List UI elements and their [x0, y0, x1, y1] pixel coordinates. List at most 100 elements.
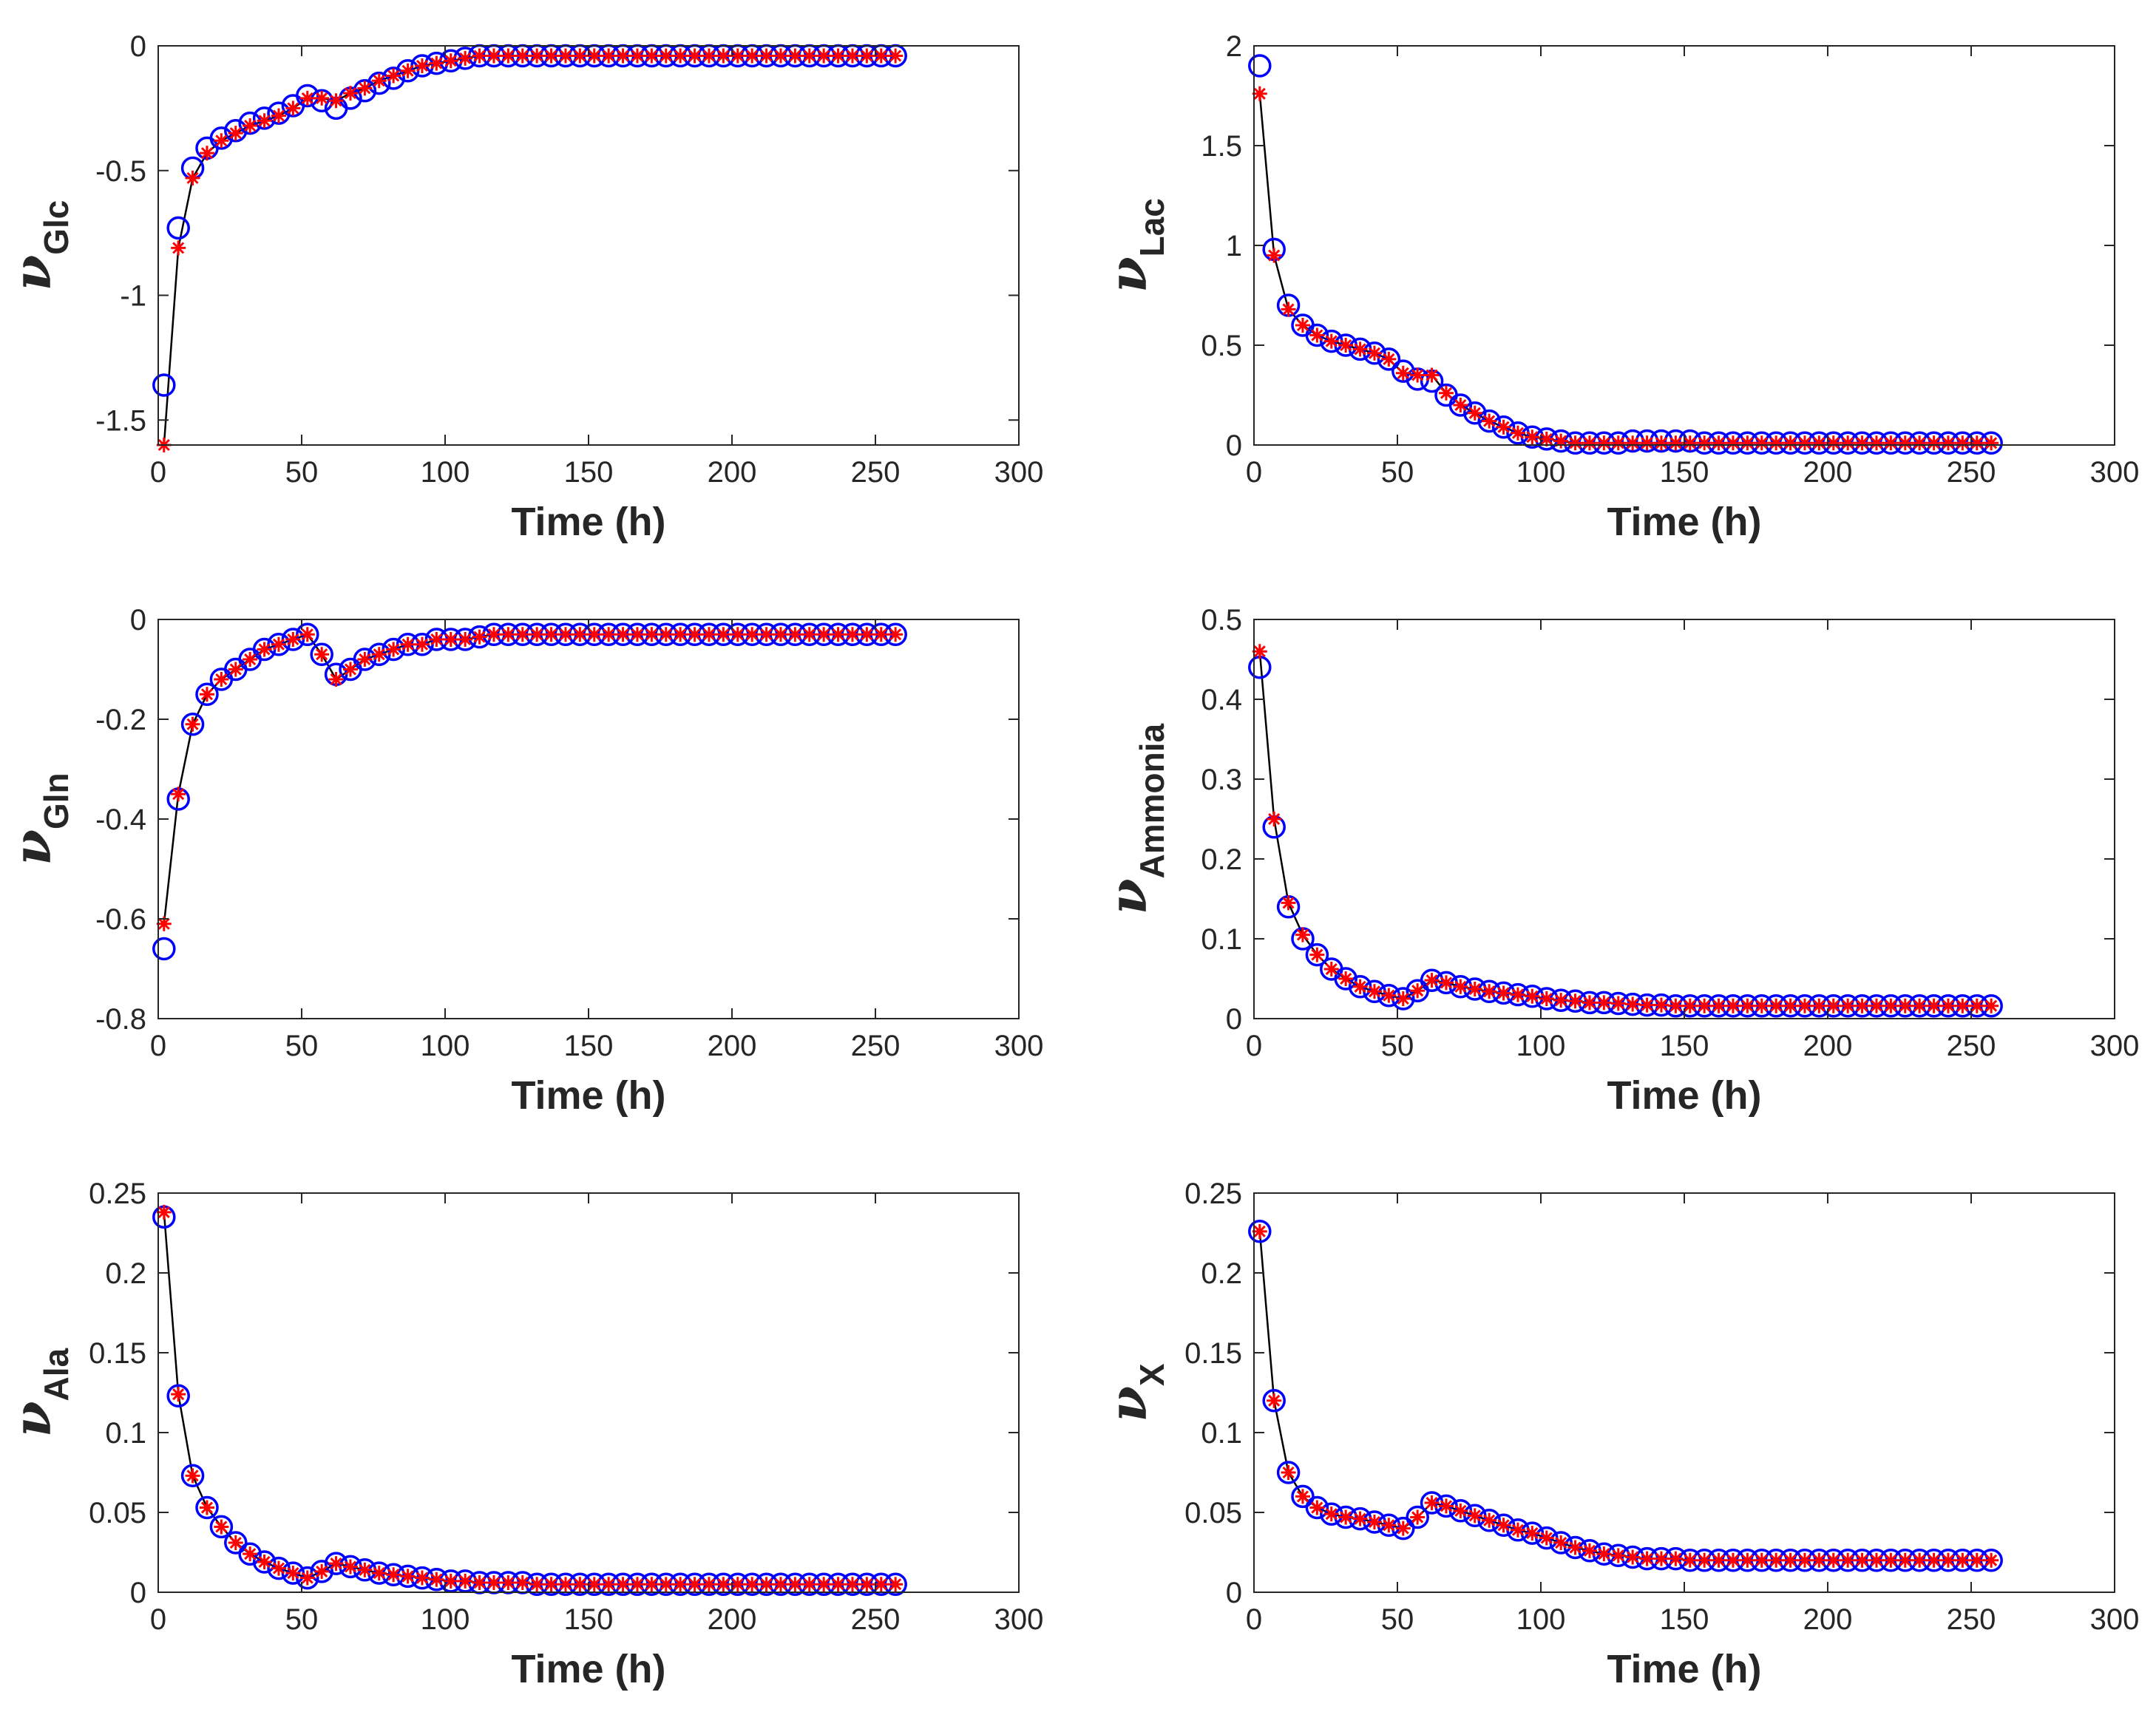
x-tick-label: 150	[564, 1030, 614, 1062]
estimated-point	[342, 662, 358, 677]
estimated-point	[830, 48, 846, 64]
x-tick-label: 250	[1947, 1603, 1996, 1636]
y-axis-label: νAla	[1, 1348, 75, 1438]
estimated-point	[844, 1577, 860, 1592]
estimated-point	[1323, 1507, 1339, 1522]
estimated-point	[1897, 998, 1913, 1013]
estimated-point	[1725, 435, 1740, 451]
panel-lac: 0 50 100 150 200 250 300 0 0.5 1 1.5 2 Time (h) νLac	[1097, 30, 2139, 544]
estimated-point	[773, 1577, 788, 1592]
estimated-point	[1395, 991, 1411, 1006]
estimated-point	[486, 627, 501, 642]
estimated-point	[1295, 318, 1310, 333]
y-tick-label: 0.5	[1201, 330, 1242, 362]
estimated-point	[386, 1567, 401, 1583]
estimated-point	[1883, 435, 1899, 451]
estimated-point	[314, 90, 330, 106]
y-tick-label: 0.1	[105, 1417, 146, 1450]
estimated-point	[429, 55, 444, 71]
measured-point	[180, 1464, 205, 1488]
estimated-point	[1769, 998, 1784, 1013]
estimated-point	[873, 48, 889, 64]
estimated-point	[1940, 435, 1956, 451]
y-axis-label-symbol: ν	[1097, 879, 1159, 915]
estimated-point	[745, 48, 760, 64]
estimated-point	[830, 627, 846, 642]
estimated-point	[644, 627, 660, 642]
y-axis-label-subscript: Glc	[37, 200, 75, 255]
estimated-point	[414, 636, 430, 652]
y-axis-label-subscript: Ala	[37, 1348, 75, 1402]
x-tick-label: 0	[150, 1603, 166, 1636]
x-tick-label: 200	[1803, 456, 1853, 489]
estimated-point	[1582, 1543, 1597, 1558]
estimated-point	[515, 1575, 530, 1591]
x-tick-label: 250	[1947, 1030, 1996, 1062]
estimated-point	[1854, 1552, 1870, 1568]
panel-glc: 0 50 100 150 200 250 300 -1.5 -1 -0.5 0 Time (h) νGl…	[1, 30, 1043, 544]
estimated-point	[185, 170, 200, 186]
estimated-point	[1797, 435, 1812, 451]
x-tick-label: 150	[1660, 456, 1709, 489]
x-tick-label: 300	[2090, 1603, 2140, 1636]
estimated-point	[572, 627, 588, 642]
estimated-point	[859, 48, 875, 64]
y-tick-label: -0.6	[95, 903, 146, 936]
estimated-point	[687, 1577, 702, 1592]
estimated-point	[658, 48, 674, 64]
estimated-point	[1711, 1552, 1726, 1568]
estimated-point	[1567, 993, 1583, 1009]
estimated-point	[1381, 1518, 1397, 1533]
estimated-point	[1309, 947, 1325, 962]
x-tick-label: 200	[1803, 1603, 1853, 1636]
y-axis-label: νGlc	[1, 200, 75, 291]
estimated-point	[285, 632, 301, 647]
estimated-point	[285, 101, 301, 116]
x-tick-label: 150	[1660, 1030, 1709, 1062]
estimated-point	[1410, 367, 1426, 383]
estimated-point	[716, 1577, 731, 1592]
y-axis-label-symbol: ν	[1097, 1386, 1159, 1422]
measured-point	[1520, 985, 1545, 1008]
estimated-point	[1453, 979, 1468, 994]
estimated-point	[458, 632, 473, 647]
estimated-point	[1711, 998, 1726, 1013]
estimated-point	[243, 1546, 258, 1562]
estimated-point	[687, 48, 702, 64]
measured-point	[152, 373, 176, 397]
estimated-point	[730, 1577, 745, 1592]
measured-point	[1262, 1389, 1286, 1413]
measured-point	[1535, 427, 1559, 451]
estimated-point	[1424, 973, 1440, 988]
estimated-point	[1438, 385, 1454, 401]
y-tick-label: 0	[1226, 1003, 1242, 1036]
estimated-point	[1826, 435, 1841, 451]
plot-area	[1254, 1193, 2115, 1592]
estimated-point	[1366, 984, 1382, 999]
estimated-point	[730, 627, 745, 642]
y-tick-label: 0.1	[1201, 1417, 1242, 1450]
estimated-point	[745, 1577, 760, 1592]
estimated-point	[644, 1577, 660, 1592]
estimated-point	[156, 1204, 172, 1220]
estimated-point	[1797, 1552, 1812, 1568]
estimated-point	[1381, 351, 1397, 367]
estimated-point	[816, 1577, 832, 1592]
estimated-point	[243, 118, 258, 133]
estimated-point	[1840, 1552, 1856, 1568]
estimated-point	[501, 627, 516, 642]
estimated-point	[1267, 248, 1282, 263]
estimated-point	[1596, 1546, 1612, 1562]
estimated-point	[299, 627, 315, 642]
estimated-point	[1926, 435, 1942, 451]
estimated-point	[1525, 988, 1540, 1004]
estimated-point	[1596, 995, 1612, 1010]
estimated-point	[1826, 998, 1841, 1013]
x-axis-label: Time (h)	[511, 1647, 665, 1691]
estimated-point	[1668, 1551, 1684, 1566]
estimated-point	[1395, 1521, 1411, 1536]
estimated-point	[601, 48, 617, 64]
y-axis-label-symbol: ν	[1, 255, 63, 291]
x-tick-label: 100	[421, 456, 470, 489]
y-tick-label: 0.05	[1184, 1497, 1242, 1529]
